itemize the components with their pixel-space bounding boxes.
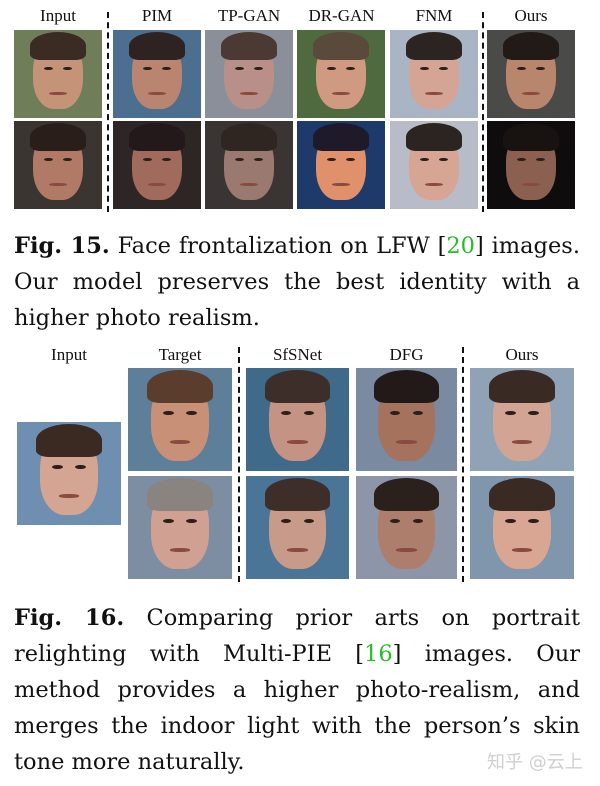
fig15-header-pim: PIM <box>141 6 173 25</box>
face-image-pim-row2 <box>113 121 201 209</box>
face-image-drgan-row2 <box>297 121 385 209</box>
fig16-caption-text-rest: ] images. Our method provides a higher p… <box>14 641 581 775</box>
face-image-fnm-row1 <box>390 30 478 118</box>
fig15-divider-right <box>482 12 484 212</box>
fig15-caption-text: Face frontalization on LFW [ <box>109 233 447 259</box>
face-image-tpgan-row1 <box>205 30 293 118</box>
face-image-tpgan-row2 <box>205 121 293 209</box>
face-image-sfsnet-row1 <box>246 368 349 471</box>
fig15-header-ours: Ours <box>514 6 548 25</box>
fig15-header-tpgan: TP-GAN <box>217 6 281 25</box>
citation-link-20[interactable]: 20 <box>446 233 475 259</box>
face-image-ours-row2 <box>487 121 575 209</box>
face-image-pim-row1 <box>113 30 201 118</box>
fig15-divider-left <box>107 12 109 212</box>
fig16-divider-right <box>462 347 464 582</box>
face-image-dfg-row2 <box>356 476 457 579</box>
face-image-input-row2 <box>14 121 102 209</box>
fig16-header-ours: Ours <box>505 345 539 364</box>
fig16-header-dfg: DFG <box>389 345 424 364</box>
face-image-target-row2 <box>128 476 232 579</box>
fig16-header-sfsnet: SfSNet <box>272 345 323 364</box>
fig16-caption-text: Comparing prior arts on portrait relight… <box>14 605 580 667</box>
fig15-header-drgan: DR-GAN <box>308 6 375 25</box>
citation-link-16[interactable]: 16 <box>364 641 393 667</box>
face-image-ours-row2 <box>470 476 574 579</box>
fig16-caption: Fig. 16. Comparing prior arts on portrai… <box>14 600 580 780</box>
face-image-ours-row1 <box>487 30 575 118</box>
fig15-caption-label: Fig. 15. <box>14 233 110 259</box>
fig16-header-target: Target <box>158 345 202 364</box>
watermark: 知乎 @云上 <box>487 752 583 773</box>
fig15-header-input: Input <box>40 6 76 25</box>
face-image-input <box>17 422 121 525</box>
face-image-fnm-row2 <box>390 121 478 209</box>
face-image-target-row1 <box>128 368 232 471</box>
fig16-caption-label: Fig. 16. <box>14 605 125 631</box>
fig15-caption-text-rest: ] images. Our model preserves the best i… <box>14 233 580 331</box>
fig15-caption: Fig. 15. Face frontalization on LFW [20]… <box>14 228 580 336</box>
fig15-header-fnm: FNM <box>415 6 453 25</box>
fig16-header-input: Input <box>51 345 87 364</box>
face-image-drgan-row1 <box>297 30 385 118</box>
face-image-input-row1 <box>14 30 102 118</box>
face-image-sfsnet-row2 <box>246 476 349 579</box>
fig16-divider-left <box>238 347 240 582</box>
face-image-dfg-row1 <box>356 368 457 471</box>
face-image-ours-row1 <box>470 368 574 471</box>
